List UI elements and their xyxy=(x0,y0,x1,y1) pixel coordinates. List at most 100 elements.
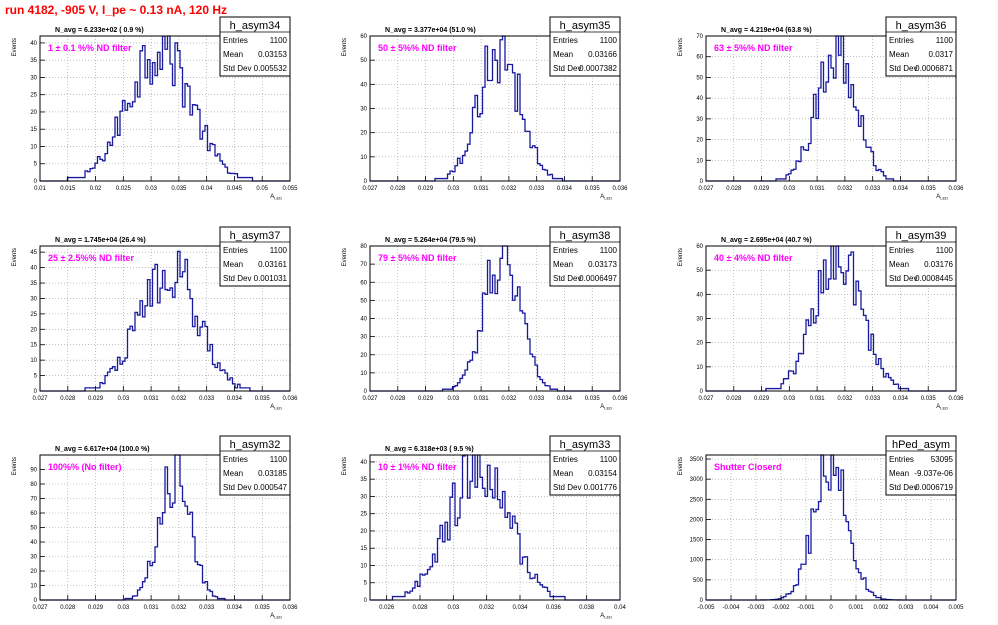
stats-value: 1100 xyxy=(270,455,288,464)
y-tick-label: 10 xyxy=(360,155,367,161)
x-tick-label: 0.04 xyxy=(201,186,213,192)
stats-label: Mean xyxy=(553,50,573,59)
plot-frame xyxy=(39,245,291,392)
x-tick-label: 0.036 xyxy=(546,605,562,611)
y-tick-label: 40 xyxy=(30,540,37,546)
stats-value: 0.03173 xyxy=(588,260,617,269)
x-tick-label: 0.033 xyxy=(865,396,881,402)
stats-value: 0.0006871 xyxy=(915,64,953,73)
x-tick-label: 0.031 xyxy=(474,186,490,192)
plot-frame xyxy=(39,35,291,182)
y-tick-label: 50 xyxy=(696,75,703,81)
y-tick-label: 70 xyxy=(696,34,703,40)
y-tick-label: 60 xyxy=(30,511,37,517)
histogram-name: h_asym37 xyxy=(230,230,281,242)
x-tick-label: 0.038 xyxy=(579,605,595,611)
x-tick-label: -0.001 xyxy=(797,605,815,611)
stats-value: 0.03166 xyxy=(588,50,617,59)
stats-value: 0.0006497 xyxy=(579,274,617,283)
stats-label: Entries xyxy=(223,246,248,255)
y-tick-label: 25 xyxy=(30,93,37,99)
x-tick-label: 0.029 xyxy=(754,396,770,402)
histogram-name: h_asym32 xyxy=(230,439,281,451)
stats-value: 1100 xyxy=(936,246,954,255)
x-tick-label: 0.03 xyxy=(783,396,795,402)
histogram-panel-h_asym34: 0.01 0.015 0.02 0.025 0.03 0.035 0.04 0.045 0.05… xyxy=(12,16,298,201)
y-tick-label: 20 xyxy=(360,529,367,535)
stats-value: 0.0007382 xyxy=(579,64,617,73)
y-tick-label: 80 xyxy=(360,244,367,250)
x-tick-label: 0.029 xyxy=(418,396,434,402)
y-tick-label: 20 xyxy=(30,327,37,333)
histogram-line xyxy=(370,454,620,601)
y-tick-label: 40 xyxy=(360,460,367,466)
x-axis-label: ALED xyxy=(936,404,948,411)
stats-label: Entries xyxy=(889,455,914,464)
x-tick-label: 0.032 xyxy=(479,605,495,611)
x-tick-label: 0.03 xyxy=(447,186,459,192)
x-tick-label: 0.004 xyxy=(923,605,939,611)
y-tick-label: 30 xyxy=(360,107,367,113)
filter-label: 63 ± 5%% ND filter xyxy=(714,43,793,53)
x-tick-label: 0.028 xyxy=(60,396,76,402)
x-tick-label: 0.034 xyxy=(227,605,243,611)
x-tick-label: 0.032 xyxy=(837,396,853,402)
y-tick-label: 3500 xyxy=(690,457,704,463)
y-tick-label: 20 xyxy=(30,110,37,116)
x-tick-label: 0.035 xyxy=(171,186,187,192)
stats-label: Std Dev xyxy=(889,483,917,492)
stats-box xyxy=(885,226,957,287)
histogram-name: h_asym38 xyxy=(560,230,611,242)
x-tick-label: 0.036 xyxy=(612,396,628,402)
histogram-panel-h_asym32: 0.027 0.028 0.029 0.03 0.031 0.032 0.033 0.034 0… xyxy=(12,435,298,620)
y-tick-label: 30 xyxy=(30,75,37,81)
filter-label: 10 ± 1%% ND filter xyxy=(378,462,457,472)
x-tick-label: 0.033 xyxy=(199,396,215,402)
histogram-name: h_asym36 xyxy=(896,20,947,32)
stats-label: Entries xyxy=(553,246,578,255)
y-tick-label: 20 xyxy=(360,131,367,137)
x-tick-label: 0.034 xyxy=(893,396,909,402)
stats-label: Std Dev xyxy=(223,274,251,283)
stats-value: 0.03154 xyxy=(588,469,617,478)
stats-value: 0.005532 xyxy=(254,64,288,73)
stats-box xyxy=(885,435,957,496)
plot-frame xyxy=(705,35,957,182)
x-tick-label: 0.028 xyxy=(412,605,428,611)
stats-value: 0.03185 xyxy=(258,469,287,478)
y-tick-label: 0 xyxy=(34,389,38,395)
stats-label: Std Dev xyxy=(553,274,581,283)
y-tick-label: 25 xyxy=(360,512,367,518)
x-tick-label: 0.036 xyxy=(948,396,964,402)
y-tick-label: 0 xyxy=(700,598,704,604)
histogram-name: h_asym34 xyxy=(230,20,281,32)
stats-label: Mean xyxy=(553,260,573,269)
filter-label: 100%% (No filter) xyxy=(48,462,122,472)
y-tick-label: 10 xyxy=(360,563,367,569)
x-tick-label: 0.027 xyxy=(362,396,378,402)
y-tick-label: 50 xyxy=(30,526,37,532)
x-tick-label: 0.029 xyxy=(418,186,434,192)
stats-label: Std Dev xyxy=(553,64,581,73)
x-tick-label: 0.027 xyxy=(32,396,48,402)
x-axis-label: ALED xyxy=(936,194,948,201)
x-tick-label: -0.005 xyxy=(697,605,715,611)
stats-label: Std Dev xyxy=(889,64,917,73)
x-tick-label: 0.032 xyxy=(501,186,517,192)
y-tick-label: 30 xyxy=(360,335,367,341)
x-tick-label: 0.03 xyxy=(117,605,129,611)
n-avg-text: N_avg = 1.745e+04 (26.4 %) xyxy=(55,237,146,244)
x-tick-label: 0.031 xyxy=(144,605,160,611)
x-tick-label: 0.034 xyxy=(557,396,573,402)
histogram-panel-h_asym33: 0.026 0.028 0.03 0.032 0.034 0.036 0.038 0.04 0 5… xyxy=(342,435,626,620)
y-tick-label: 30 xyxy=(30,555,37,561)
y-axis-label: Events xyxy=(12,38,18,56)
y-tick-label: 80 xyxy=(30,482,37,488)
x-tick-label: 0.03 xyxy=(783,186,795,192)
x-tick-label: 0.029 xyxy=(754,186,770,192)
x-tick-label: 0.05 xyxy=(256,186,268,192)
stats-label: Std Dev xyxy=(553,483,581,492)
stats-label: Std Dev xyxy=(223,483,251,492)
stats-value: 0.000547 xyxy=(254,483,288,492)
y-tick-label: 10 xyxy=(30,144,37,150)
